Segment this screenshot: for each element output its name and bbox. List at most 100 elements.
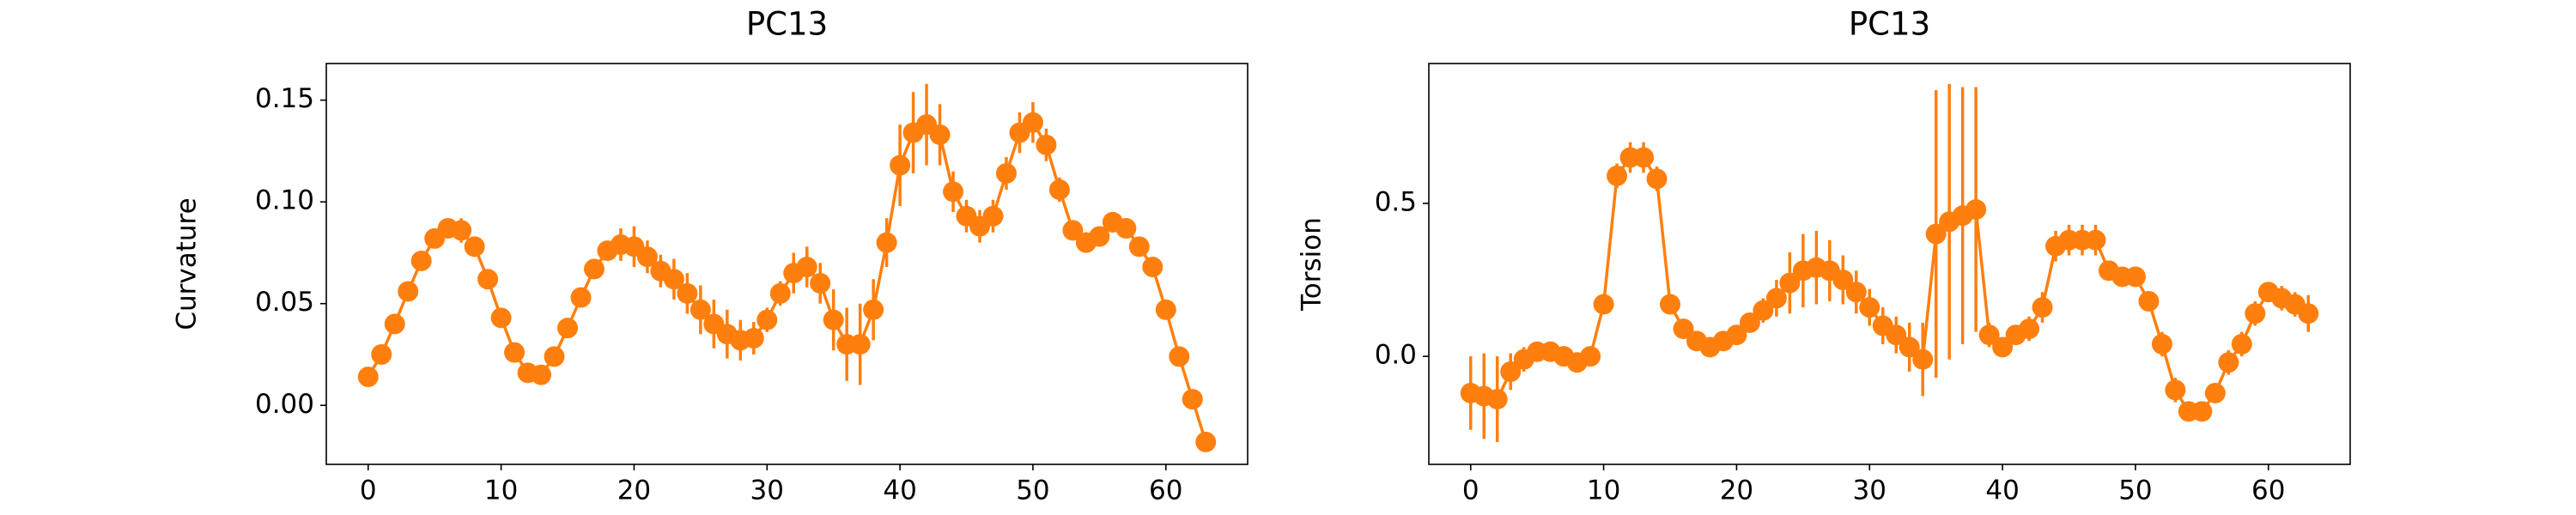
x-tick-label: 0: [1462, 476, 1479, 506]
point: [1845, 282, 1867, 303]
point: [849, 334, 871, 355]
x-tick-label: 20: [1720, 476, 1753, 506]
point: [677, 282, 698, 304]
point: [1832, 270, 1854, 291]
x-tick-label: 60: [1149, 476, 1182, 506]
point: [1089, 226, 1110, 247]
point: [890, 154, 911, 176]
point: [1142, 257, 1163, 278]
point: [2085, 229, 2106, 251]
point: [1739, 312, 1760, 333]
point: [1580, 346, 1601, 367]
point: [2138, 290, 2160, 312]
point: [1169, 346, 1190, 367]
axes-frame: [325, 63, 1249, 465]
chart-title: PC13: [746, 6, 828, 43]
point: [451, 220, 472, 241]
x-tick-label: 10: [1587, 476, 1620, 506]
x-tick-label: 20: [617, 476, 651, 506]
point: [1726, 324, 1747, 346]
point: [1593, 294, 1614, 315]
point: [1765, 288, 1787, 309]
point: [1155, 299, 1176, 320]
point: [1965, 199, 1987, 221]
point: [995, 163, 1017, 185]
point: [743, 328, 764, 349]
point: [1673, 318, 1694, 340]
point: [410, 250, 432, 271]
point: [544, 346, 565, 367]
point: [1978, 324, 2000, 346]
chart: PC13 Curvature 0 10 20 30 40 50 60 0.00 0.05 0.10 0.…: [172, 6, 1249, 506]
point: [810, 273, 831, 294]
point: [2231, 333, 2252, 354]
y-tick-label: 0.05: [255, 287, 314, 318]
point: [357, 367, 379, 388]
axes-frame: [1428, 63, 2351, 465]
point: [2218, 352, 2239, 373]
point: [943, 181, 964, 203]
point: [876, 232, 897, 253]
x-tick-label: 30: [750, 476, 784, 506]
point: [2124, 266, 2146, 288]
point: [2032, 297, 2053, 318]
y-axis-label: Torsion: [1297, 217, 1327, 312]
point: [1500, 360, 1522, 382]
point: [636, 246, 658, 268]
y-tick-label: 0.10: [255, 185, 314, 216]
series-line: [367, 120, 1207, 443]
x-tick-label: 10: [484, 476, 518, 506]
y-axis-label: Curvature: [172, 197, 203, 330]
point: [756, 309, 778, 330]
point: [1660, 294, 1681, 315]
point: [823, 309, 844, 330]
point: [583, 258, 605, 280]
point: [1925, 223, 1947, 245]
point: [557, 318, 579, 339]
point: [1633, 147, 1655, 168]
y-tick-label: 0.5: [1375, 186, 1417, 217]
x-tick-label: 50: [1016, 476, 1049, 506]
point: [2204, 382, 2226, 403]
point: [1115, 218, 1137, 239]
y-tick-label: 0.00: [255, 389, 314, 420]
point: [929, 124, 951, 145]
y-tick-label: 0.0: [1375, 340, 1417, 371]
point: [1779, 272, 1801, 294]
point: [371, 343, 392, 365]
x-tick-label: 60: [2251, 476, 2285, 506]
x-tick-label: 30: [1853, 476, 1886, 506]
point: [531, 364, 552, 385]
point: [1753, 300, 1774, 321]
point: [1128, 236, 1150, 258]
point: [2191, 401, 2213, 422]
point: [796, 257, 817, 278]
y-tick-label: 0.15: [255, 83, 314, 114]
x-tick-label: 40: [1985, 476, 2019, 506]
point: [1899, 336, 1920, 358]
point: [1486, 389, 1508, 410]
point: [1607, 165, 1628, 186]
series-line: [1470, 155, 2310, 414]
point: [1062, 220, 1084, 241]
point: [477, 269, 499, 290]
chart-title: PC13: [1849, 6, 1930, 43]
point: [690, 299, 711, 320]
point: [2298, 303, 2319, 324]
point: [464, 236, 485, 258]
x-tick-label: 50: [2118, 476, 2152, 506]
point: [504, 342, 526, 363]
point: [1036, 134, 1057, 155]
chart: PC13 Torsion 0 10 20 30 40 50 60 0.0 0.5: [1297, 6, 2351, 506]
point: [1912, 348, 1934, 370]
point: [1646, 168, 1668, 190]
point: [1859, 297, 1880, 318]
point: [490, 307, 512, 329]
x-tick-label: 0: [360, 476, 377, 506]
point: [2245, 303, 2266, 324]
point: [2165, 379, 2186, 401]
point: [1195, 431, 1217, 452]
point: [570, 287, 592, 308]
point: [1886, 324, 1907, 346]
